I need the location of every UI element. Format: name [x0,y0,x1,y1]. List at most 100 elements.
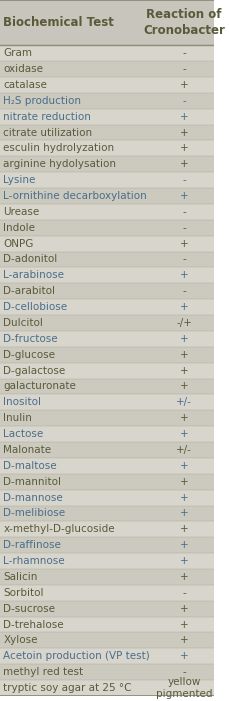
FancyBboxPatch shape [0,172,213,188]
Text: D-mannitol: D-mannitol [3,477,61,486]
Text: D-mannose: D-mannose [3,493,63,503]
Text: D-sucrose: D-sucrose [3,604,55,613]
Text: +: + [179,111,188,122]
Text: esculin hydrolyzation: esculin hydrolyzation [3,144,114,154]
FancyBboxPatch shape [0,362,213,379]
Text: ONPG: ONPG [3,238,33,249]
Text: -: - [181,588,185,598]
Text: -: - [181,175,185,185]
Text: +: + [179,350,188,360]
Text: +: + [179,604,188,613]
FancyBboxPatch shape [0,601,213,617]
Text: Xylose: Xylose [3,635,38,646]
Text: L-rhamnose: L-rhamnose [3,556,65,566]
Text: +: + [179,413,188,423]
Text: -: - [181,96,185,106]
Text: +: + [179,366,188,376]
Text: nitrate reduction: nitrate reduction [3,111,91,122]
Text: +: + [179,334,188,344]
FancyBboxPatch shape [0,522,213,537]
FancyBboxPatch shape [0,140,213,156]
Text: Lysine: Lysine [3,175,35,185]
Text: L-arabinose: L-arabinose [3,271,64,280]
FancyBboxPatch shape [0,489,213,505]
Text: Acetoin production (VP test): Acetoin production (VP test) [3,651,149,661]
Text: Indole: Indole [3,223,35,233]
Text: +: + [179,80,188,90]
FancyBboxPatch shape [0,395,213,410]
Text: D-glucose: D-glucose [3,350,55,360]
FancyBboxPatch shape [0,537,213,553]
Text: +: + [179,271,188,280]
FancyBboxPatch shape [0,379,213,395]
FancyBboxPatch shape [0,585,213,601]
Text: Sorbitol: Sorbitol [3,588,44,598]
Text: yellow
pigmented: yellow pigmented [155,677,211,699]
Text: +: + [179,620,188,629]
FancyBboxPatch shape [0,426,213,442]
Text: -: - [181,207,185,217]
Text: +: + [179,159,188,169]
Text: tryptic soy agar at 25 °C: tryptic soy agar at 25 °C [3,683,131,693]
FancyBboxPatch shape [0,109,213,125]
Text: +: + [179,191,188,201]
Text: methyl red test: methyl red test [3,667,83,677]
FancyBboxPatch shape [0,331,213,347]
Text: +/-: +/- [175,397,191,407]
Text: -: - [181,286,185,297]
Text: +: + [179,556,188,566]
Text: Inositol: Inositol [3,397,41,407]
FancyBboxPatch shape [0,553,213,569]
Text: +: + [179,302,188,312]
FancyBboxPatch shape [0,347,213,362]
Text: +: + [179,524,188,534]
Text: Reaction of
Cronobacter: Reaction of Cronobacter [142,8,224,37]
Text: D-maltose: D-maltose [3,461,57,471]
Text: D-arabitol: D-arabitol [3,286,55,297]
FancyBboxPatch shape [0,442,213,458]
Text: Gram: Gram [3,48,32,58]
Text: oxidase: oxidase [3,64,43,74]
Text: x-methyl-D-glucoside: x-methyl-D-glucoside [3,524,114,534]
FancyBboxPatch shape [0,0,213,46]
FancyBboxPatch shape [0,458,213,474]
Text: galacturonate: galacturonate [3,381,76,391]
FancyBboxPatch shape [0,315,213,331]
Text: -: - [181,254,185,264]
Text: D-raffinose: D-raffinose [3,540,61,550]
Text: +: + [179,477,188,486]
FancyBboxPatch shape [0,125,213,140]
FancyBboxPatch shape [0,648,213,665]
FancyBboxPatch shape [0,46,213,61]
Text: L-ornithine decarboxylation: L-ornithine decarboxylation [3,191,146,201]
Text: D-melibiose: D-melibiose [3,508,65,519]
Text: +: + [179,493,188,503]
Text: -: - [181,64,185,74]
Text: -: - [181,667,185,677]
Text: Inulin: Inulin [3,413,32,423]
Text: -/+: -/+ [175,318,191,328]
Text: D-galactose: D-galactose [3,366,65,376]
Text: Malonate: Malonate [3,445,51,455]
Text: +: + [179,128,188,137]
FancyBboxPatch shape [0,632,213,648]
Text: -: - [181,48,185,58]
FancyBboxPatch shape [0,665,213,680]
Text: +: + [179,572,188,582]
FancyBboxPatch shape [0,474,213,489]
Text: +: + [179,651,188,661]
Text: +: + [179,381,188,391]
Text: Biochemical Test: Biochemical Test [3,16,114,29]
FancyBboxPatch shape [0,236,213,252]
FancyBboxPatch shape [0,505,213,522]
Text: D-adonitol: D-adonitol [3,254,57,264]
Text: Salicin: Salicin [3,572,37,582]
FancyBboxPatch shape [0,220,213,236]
Text: D-trehalose: D-trehalose [3,620,64,629]
FancyBboxPatch shape [0,204,213,220]
Text: arginine hydolysation: arginine hydolysation [3,159,116,169]
FancyBboxPatch shape [0,569,213,585]
FancyBboxPatch shape [0,410,213,426]
FancyBboxPatch shape [0,252,213,268]
FancyBboxPatch shape [0,283,213,299]
